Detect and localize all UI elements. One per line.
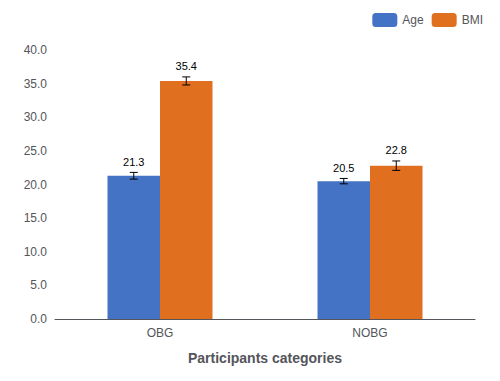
svg-text:20.0: 20.0 (24, 178, 48, 192)
svg-text:Age: Age (402, 13, 424, 27)
svg-text:15.0: 15.0 (24, 211, 48, 225)
svg-text:5.0: 5.0 (30, 278, 47, 292)
svg-text:0.0: 0.0 (30, 312, 47, 326)
svg-text:35.0: 35.0 (24, 77, 48, 91)
svg-text:10.0: 10.0 (24, 245, 48, 259)
svg-text:Participants categories: Participants categories (188, 350, 342, 366)
svg-text:35.4: 35.4 (176, 60, 197, 72)
svg-text:BMI: BMI (462, 13, 483, 27)
svg-text:25.0: 25.0 (24, 144, 48, 158)
svg-text:22.8: 22.8 (386, 144, 407, 156)
svg-text:NOBG: NOBG (352, 326, 387, 340)
svg-text:40.0: 40.0 (24, 43, 48, 57)
svg-text:20.5: 20.5 (333, 162, 354, 174)
svg-text:OBG: OBG (147, 326, 174, 340)
svg-text:30.0: 30.0 (24, 110, 48, 124)
svg-text:21.3: 21.3 (123, 156, 144, 168)
